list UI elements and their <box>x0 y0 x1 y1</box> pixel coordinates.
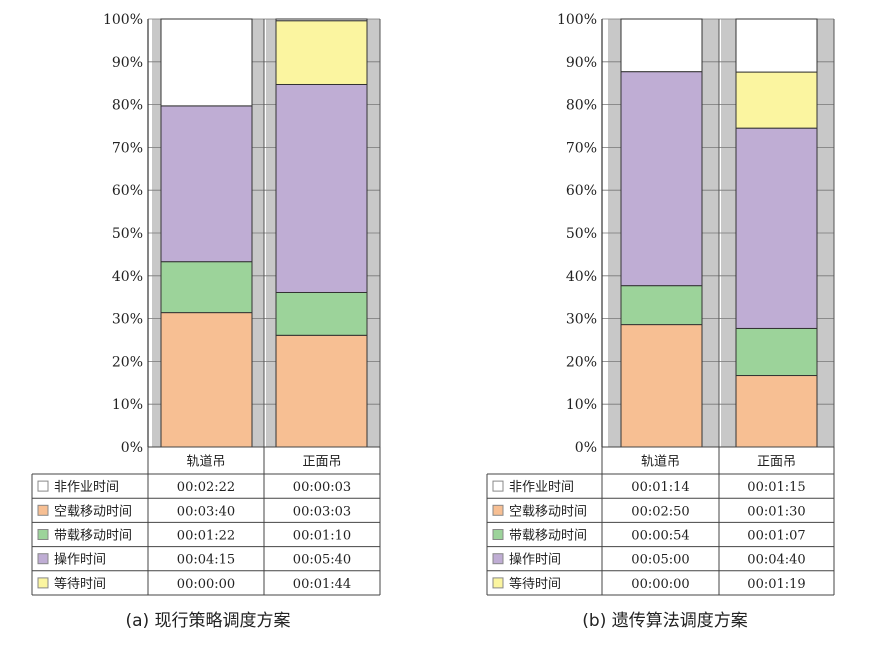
table-cell: 00:02:22 <box>177 480 235 495</box>
table-cell: 00:00:00 <box>177 577 235 592</box>
chart-panel-a: 0% 10% 20% 30% 40% 50% 60% 70% 80% 90% 100% 轨道吊 正面吊非… <box>31 12 381 631</box>
bar-segment <box>160 18 253 107</box>
legend-swatch <box>492 553 504 565</box>
table-cell: 00:05:40 <box>293 553 351 568</box>
x-tick-label: 正面吊 <box>302 455 341 470</box>
y-tick-label: 50% <box>112 226 143 242</box>
bar-segment <box>275 83 368 293</box>
x-tick-label: 轨道吊 <box>641 455 680 470</box>
bar-segment <box>735 327 818 377</box>
table-cell: 00:01:22 <box>177 529 235 544</box>
y-tick-label: 30% <box>112 312 143 328</box>
y-tick-label: 70% <box>112 140 143 156</box>
y-tick-label: 90% <box>112 55 143 71</box>
legend-swatch <box>37 553 49 565</box>
legend-swatch <box>492 577 504 589</box>
y-tick-label: 80% <box>566 98 597 114</box>
table-cell: 00:00:00 <box>631 577 689 592</box>
legend-swatch <box>37 480 49 492</box>
y-tick-label: 20% <box>112 354 143 370</box>
y-tick-label: 0% <box>121 440 143 456</box>
bars <box>160 18 368 448</box>
bar-segment <box>620 71 703 287</box>
chart-caption: (b) 遗传算法调度方案 <box>582 611 747 631</box>
legend-label: 空载移动时间 <box>509 504 587 519</box>
y-tick-label: 80% <box>112 98 143 114</box>
y-tick-label: 100% <box>557 12 597 28</box>
bar-segment <box>160 105 253 263</box>
bar-segment <box>735 71 818 129</box>
y-tick-label: 100% <box>103 12 143 28</box>
bar-segment <box>275 20 368 85</box>
bar-segment <box>620 18 703 73</box>
y-tick-label: 90% <box>566 55 597 71</box>
bar-segment <box>160 312 253 448</box>
y-tick-label: 40% <box>566 269 597 285</box>
table-cell: 00:02:50 <box>631 504 689 519</box>
legend-swatch <box>492 504 504 516</box>
legend-swatch <box>492 529 504 540</box>
legend-label: 带载移动时间 <box>509 529 587 544</box>
table-cell: 00:03:03 <box>293 504 351 519</box>
chart-caption: (a) 现行策略调度方案 <box>125 611 290 631</box>
legend-label: 非作业时间 <box>54 480 119 495</box>
y-tick-label: 40% <box>112 269 143 285</box>
legend-label: 操作时间 <box>509 552 561 568</box>
bar-segment <box>160 261 253 314</box>
y-tick-label: 60% <box>566 183 597 199</box>
axes <box>147 19 381 447</box>
y-tick-label: 50% <box>566 226 597 242</box>
bar-segment <box>735 127 818 329</box>
table-cell: 00:01:14 <box>631 480 689 495</box>
bar-segment <box>275 291 368 336</box>
bar-segment <box>620 285 703 326</box>
table-cell: 00:04:40 <box>747 553 805 568</box>
table-cell: 00:01:10 <box>293 529 351 544</box>
y-tick-label: 0% <box>575 440 597 456</box>
bar-segment <box>735 375 818 448</box>
axes <box>601 19 835 447</box>
legend-label: 等待时间 <box>509 576 561 592</box>
table-cell: 00:00:03 <box>293 480 351 495</box>
table-cell: 00:01:07 <box>747 529 805 544</box>
legend-swatch <box>37 529 49 540</box>
table-cell: 00:00:54 <box>631 529 689 544</box>
table-cell: 00:05:00 <box>631 553 689 568</box>
table-cell: 00:03:40 <box>177 504 235 519</box>
legend-swatch <box>37 577 49 589</box>
bars <box>620 18 818 448</box>
legend-label: 操作时间 <box>54 552 106 568</box>
legend-label: 等待时间 <box>54 576 106 592</box>
table-cell: 00:04:15 <box>177 553 235 568</box>
chart-panel-b: 0% 10% 20% 30% 40% 50% 60% 70% 80% 90% 100% 轨道吊 正面吊非… <box>486 12 835 631</box>
bar-segment <box>275 18 368 22</box>
legend-label: 带载移动时间 <box>54 529 132 544</box>
table-cell: 00:01:15 <box>747 480 805 495</box>
table-cell: 00:01:44 <box>293 577 351 592</box>
x-tick-label: 正面吊 <box>757 455 796 470</box>
legend-swatch <box>492 480 504 492</box>
x-tick-label: 轨道吊 <box>186 455 225 470</box>
bar-segment <box>275 334 368 448</box>
legend-label: 空载移动时间 <box>54 504 132 519</box>
y-tick-label: 30% <box>566 312 597 328</box>
y-tick-label: 20% <box>566 354 597 370</box>
y-tick-label: 10% <box>566 397 597 413</box>
y-tick-label: 70% <box>566 140 597 156</box>
table-cell: 00:01:30 <box>747 504 805 519</box>
legend-label: 非作业时间 <box>509 480 574 495</box>
bar-segment <box>620 324 703 448</box>
bar-segment <box>735 18 818 73</box>
table-cell: 00:01:19 <box>747 577 805 592</box>
legend-swatch <box>37 504 49 516</box>
y-tick-label: 60% <box>112 183 143 199</box>
y-tick-label: 10% <box>112 397 143 413</box>
